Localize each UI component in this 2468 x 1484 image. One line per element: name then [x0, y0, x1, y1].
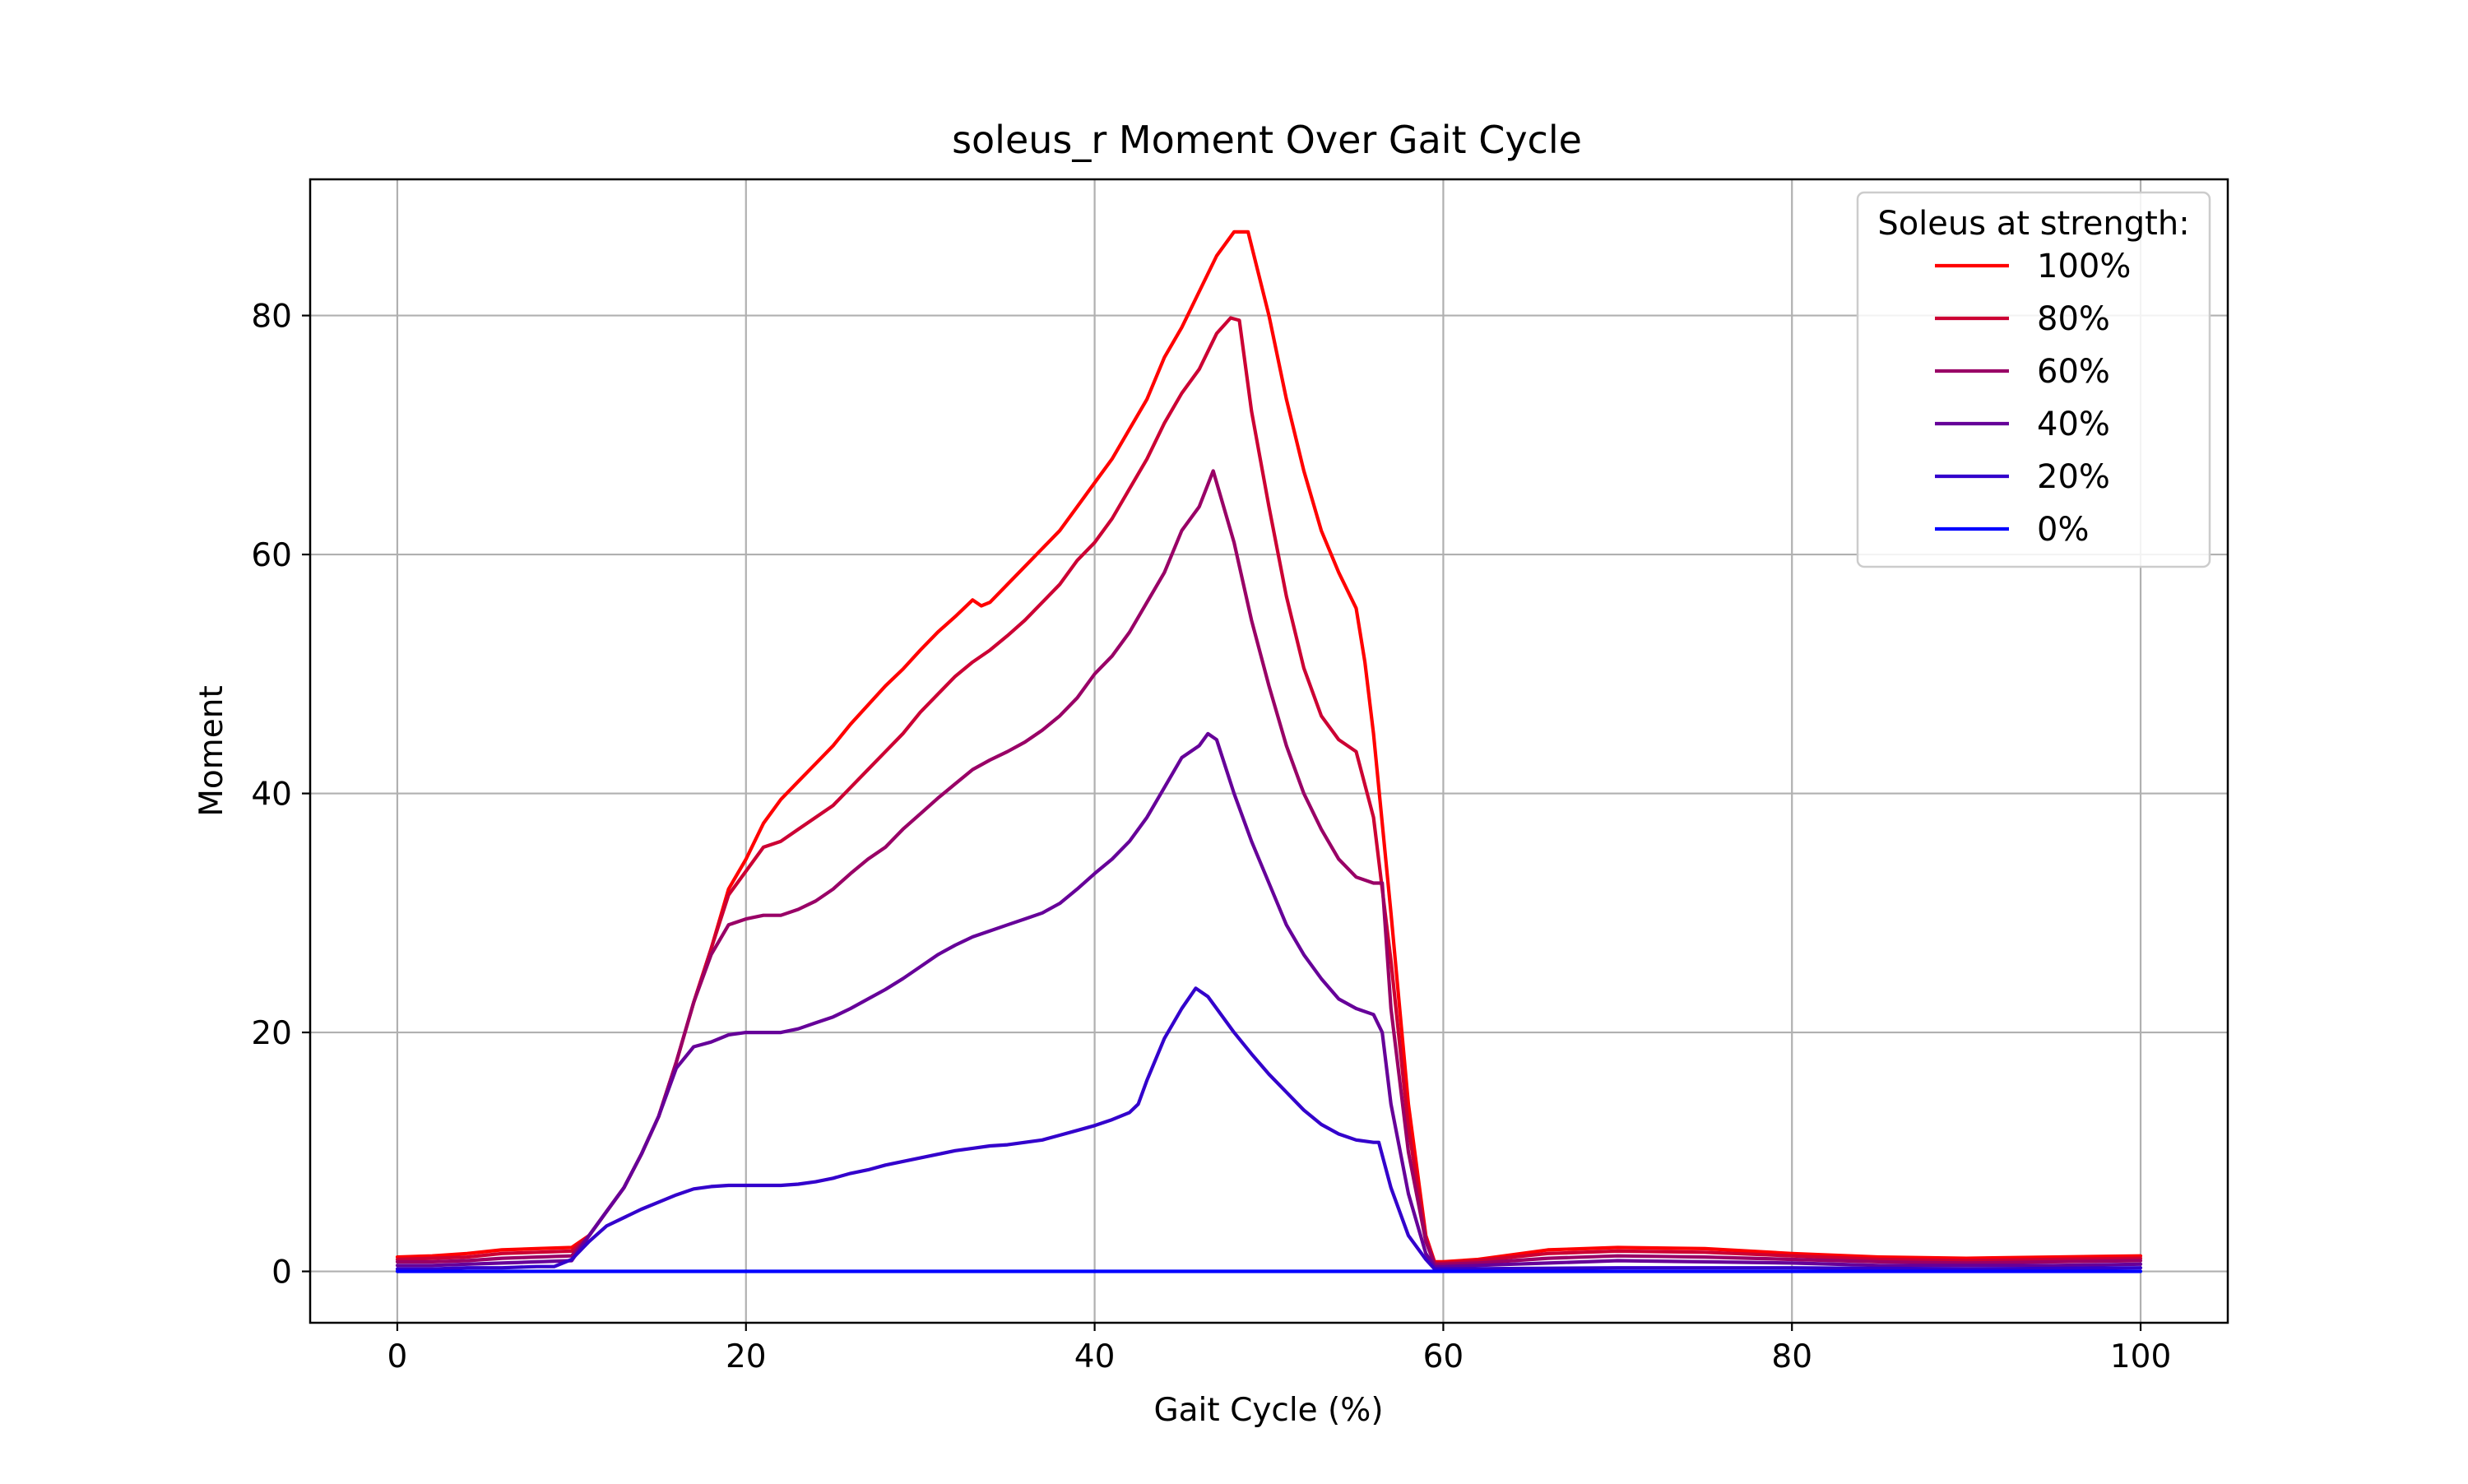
legend-label: 0%: [2037, 511, 2089, 549]
chart-title: soleus_r Moment Over Gait Cycle: [952, 118, 1582, 162]
series-line-40pct: [395, 731, 2143, 1268]
axis-ticks: 0 20 40 60 80 100 0 20 40 60 80: [251, 299, 2171, 1375]
x-tick-label: 0: [387, 1338, 408, 1375]
y-tick-label: 40: [251, 777, 292, 814]
y-tick-label: 60: [251, 537, 292, 574]
y-axis-label: Moment: [193, 685, 230, 817]
x-tick-label: 40: [1074, 1338, 1116, 1375]
y-tick-label: 20: [251, 1015, 292, 1052]
series-line-20pct: [395, 986, 2143, 1271]
x-axis-label: Gait Cycle (%): [1153, 1392, 1383, 1429]
legend-label: 100%: [2037, 248, 2131, 285]
legend-box: [1856, 191, 2211, 568]
series-lines: [395, 230, 2143, 1273]
legend-label: 80%: [2037, 300, 2110, 338]
legend-label: 60%: [2037, 353, 2110, 391]
legend-label: 40%: [2037, 406, 2110, 443]
legend: Soleus at strength: 100% 80% 60% 40% 20% 0%: [1856, 191, 2211, 568]
legend-label: 20%: [2037, 458, 2110, 496]
x-tick-label: 100: [2110, 1338, 2171, 1375]
series-line-60pct: [395, 469, 2143, 1266]
legend-title: Soleus at strength:: [1877, 205, 2189, 243]
x-tick-label: 80: [1771, 1338, 1812, 1375]
legend-entries: 100% 80% 60% 40% 20% 0%: [1935, 248, 2131, 549]
x-tick-label: 20: [726, 1338, 767, 1375]
plot-area-frame: [308, 178, 2229, 1324]
y-tick-label: 0: [271, 1254, 292, 1292]
y-tick-label: 80: [251, 299, 292, 336]
x-tick-label: 60: [1423, 1338, 1464, 1375]
